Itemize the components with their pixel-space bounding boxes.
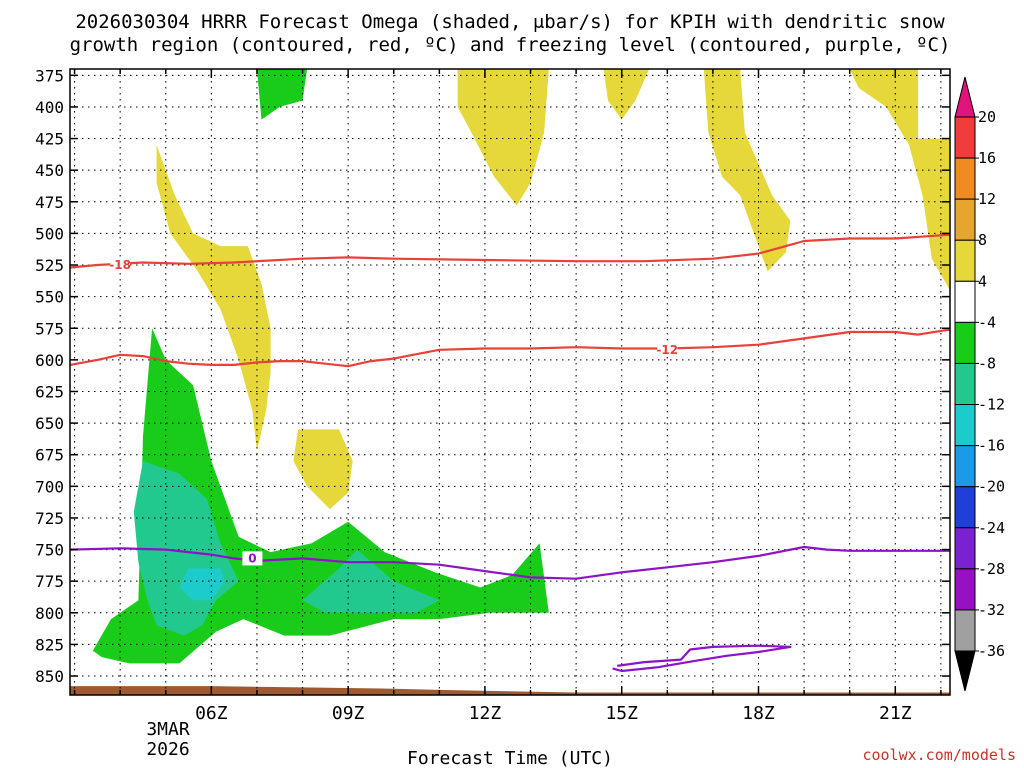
freezing-contour-label-bg-0: [242, 551, 263, 566]
colorbar-swatch-3: [954, 239, 976, 282]
omega-region-0-1: [293, 429, 353, 510]
plot-frame: [69, 68, 951, 696]
terrain-fill: [70, 686, 950, 695]
x-tick-label-12Z: 12Z: [469, 703, 502, 724]
omega-region-0-5: [849, 69, 950, 291]
y-tick-label-750: 750: [35, 541, 64, 560]
temperature-contour-1: [69, 328, 951, 368]
colorbar-swatch-10: [954, 527, 976, 570]
y-tick-label-725: 725: [35, 509, 64, 528]
temperature-contour-label-bg-1: [657, 342, 678, 357]
colorbar-label-5: -4: [978, 313, 996, 331]
y-tick-label-575: 575: [35, 319, 64, 338]
y-axis: 375 400 425 450 475 500 525 550 575 600 625 650 675 7…: [35, 66, 950, 686]
x-axis: 06Z 09Z 12Z 15Z 18Z 21Z: [73, 69, 942, 724]
colorbar-label-4: 4: [978, 272, 987, 290]
y-tick-label-825: 825: [35, 635, 64, 654]
omega-region-0-2: [457, 69, 549, 206]
freezing-contour-label-0: 0: [248, 551, 256, 565]
colorbar-label-13: -36: [978, 642, 1005, 660]
date-label-year: 2026: [146, 739, 189, 760]
x-axis-title: Forecast Time (UTC): [407, 748, 613, 768]
colorbar-label-12: -32: [978, 601, 1005, 619]
omega-region-0-0: [156, 144, 271, 451]
y-tick-label-700: 700: [35, 477, 64, 496]
y-tick-label-400: 400: [35, 98, 64, 117]
grid-lines: [70, 69, 950, 695]
colorbar-label-6: -8: [978, 354, 996, 372]
colorbar-swatch-7: [954, 404, 976, 447]
colorbar-label-2: 12: [978, 190, 996, 208]
omega-region-3-0: [179, 568, 225, 601]
temperature-contour-label-0: -18: [109, 258, 131, 272]
colorbar-label-3: 8: [978, 231, 987, 249]
y-tick-label-625: 625: [35, 382, 64, 401]
x-tick-label-21Z: 21Z: [879, 703, 912, 724]
colorbar-label-7: -12: [978, 396, 1005, 414]
y-tick-label-475: 475: [35, 193, 64, 212]
y-tick-label-650: 650: [35, 414, 64, 433]
colorbar-swatch-1: [954, 157, 976, 200]
colorbar-swatch-5: [954, 321, 976, 364]
y-tick-label-425: 425: [35, 130, 64, 149]
colorbar-swatch-0: [954, 116, 976, 159]
y-tick-label-850: 850: [35, 667, 64, 686]
y-tick-label-800: 800: [35, 604, 64, 623]
colorbar: 20 16 12 8 4 -4 -8 -12 -16 -20 -24 -28 -32 -36: [954, 76, 1005, 692]
date-label-month: 3MAR: [146, 719, 190, 740]
x-tick-label-18Z: 18Z: [742, 703, 775, 724]
y-tick-label-775: 775: [35, 572, 64, 591]
freezing-contour-1: [612, 644, 792, 673]
colorbar-swatch-4: [954, 280, 976, 323]
colorbar-swatch-6: [954, 362, 976, 406]
colorbar-swatch-12: [954, 609, 976, 652]
contour-lines: -18 -12 0: [69, 233, 951, 673]
colorbar-label-9: -20: [978, 478, 1005, 496]
colorbar-swatch-11: [954, 568, 976, 611]
x-tick-label-15Z: 15Z: [605, 703, 638, 724]
colorbar-swatch-2: [954, 198, 976, 241]
credit-text: coolwx.com/models: [862, 746, 1016, 764]
chart-title-line2: growth region (contoured, red, ºC) and f…: [70, 34, 951, 56]
chart-title-line1: 2026030304 HRRR Forecast Omega (shaded, …: [75, 11, 945, 33]
colorbar-label-8: -16: [978, 437, 1005, 455]
temperature-contour-label-1: -12: [656, 343, 678, 357]
colorbar-label-11: -28: [978, 560, 1005, 578]
colorbar-label-1: 16: [978, 149, 996, 167]
colorbar-bottom-arrow: [954, 650, 976, 692]
y-tick-label-550: 550: [35, 288, 64, 307]
colorbar-label-10: -24: [978, 519, 1005, 537]
omega-region-0-3: [603, 69, 650, 120]
y-tick-label-600: 600: [35, 351, 64, 370]
colorbar-swatch-8: [954, 445, 976, 488]
omega-region-0-4: [703, 69, 791, 272]
freezing-contour-0: [69, 545, 950, 580]
terrain-layer: [70, 686, 950, 695]
colorbar-label-0: 20: [978, 108, 996, 126]
temperature-contour-0: [69, 233, 951, 269]
y-tick-label-675: 675: [35, 446, 64, 465]
temperature-contour-label-bg-0: [110, 258, 131, 273]
y-tick-label-375: 375: [35, 66, 64, 85]
x-tick-label-06Z: 06Z: [195, 703, 228, 724]
y-tick-label-500: 500: [35, 224, 64, 243]
x-tick-label-09Z: 09Z: [332, 703, 365, 724]
y-tick-label-450: 450: [35, 161, 64, 180]
y-tick-label-525: 525: [35, 256, 64, 275]
colorbar-swatch-9: [954, 486, 976, 529]
